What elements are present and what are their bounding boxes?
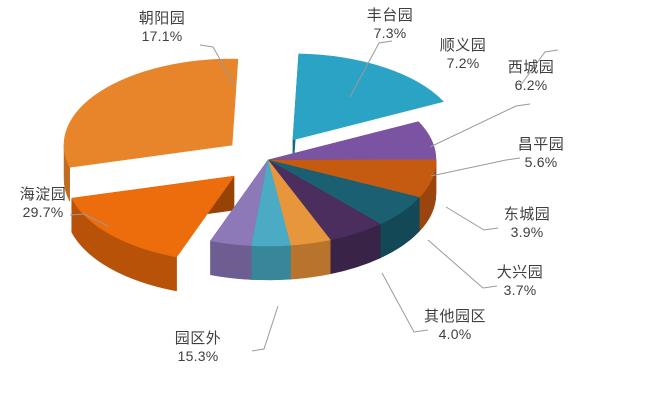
pie-label-chaoyang-name: 朝阳园 — [138, 10, 186, 27]
pie-label-chaoyang-value: 17.1% — [141, 28, 183, 45]
pie-slice-top[interactable] — [71, 175, 235, 258]
pie-label-shunyi-name: 顺义园 — [439, 37, 487, 54]
pie-label-daxing: 大兴园 3.7% — [470, 264, 570, 299]
pie-label-fengtai-value: 7.3% — [373, 25, 407, 42]
leader-line-yuanquwai — [251, 305, 279, 352]
pie-label-yuanquwai-value: 15.3% — [177, 348, 219, 365]
pie-slice-top[interactable] — [63, 58, 239, 168]
pie-label-dongcheng-value: 3.9% — [510, 224, 544, 241]
pie-label-fengtai: 丰台园 7.3% — [340, 7, 440, 42]
pie-label-xicheng-value: 6.2% — [514, 77, 548, 94]
leader-line-haidian — [69, 213, 109, 227]
leader-line-changping — [430, 157, 521, 177]
pie-label-yuanquwai: 园区外 15.3% — [143, 330, 253, 365]
pie-label-haidian-name: 海淀园 — [19, 186, 67, 203]
pie-slice[interactable] — [71, 175, 235, 292]
pie-label-changping-name: 昌平园 — [517, 136, 565, 153]
pie-slice[interactable] — [63, 58, 239, 202]
pie-label-dongcheng: 东城园 3.9% — [477, 206, 577, 241]
pie-label-yuanquwai-name: 园区外 — [174, 330, 222, 347]
pie-label-chaoyang: 朝阳园 17.1% — [107, 10, 217, 45]
pie-label-changping: 昌平园 5.6% — [491, 136, 591, 171]
pie-label-changping-value: 5.6% — [524, 154, 558, 171]
leader-line-qita — [381, 272, 429, 333]
pie-slice[interactable] — [251, 159, 291, 281]
leader-line-fengtai — [349, 40, 393, 98]
leader-line-shunyi — [519, 49, 559, 87]
pie-label-qita: 其他园区 4.0% — [400, 308, 510, 343]
pie-label-dongcheng-name: 东城园 — [503, 206, 551, 223]
pie-slice-rim — [251, 244, 291, 281]
pie-label-daxing-name: 大兴园 — [496, 264, 544, 281]
pie-label-xicheng-name: 西城园 — [507, 59, 555, 76]
pie-slices-group — [63, 53, 444, 292]
leader-line-xicheng — [429, 103, 531, 148]
pie-label-fengtai-name: 丰台园 — [366, 7, 414, 24]
pie-label-haidian-value: 29.7% — [22, 204, 64, 221]
pie-label-haidian: 海淀园 29.7% — [0, 186, 88, 221]
pie-label-shunyi: 顺义园 7.2% — [413, 37, 513, 72]
leader-line-daxing — [427, 239, 498, 289]
pie-label-qita-value: 4.0% — [438, 326, 472, 343]
pie-label-qita-name: 其他园区 — [423, 308, 486, 325]
pie-slice[interactable] — [292, 53, 444, 174]
pie-label-daxing-value: 3.7% — [503, 282, 537, 299]
pie-slice[interactable] — [210, 159, 269, 280]
pie-label-xicheng: 西城园 6.2% — [481, 59, 581, 94]
leader-lines-group — [69, 40, 559, 352]
leader-line-dongcheng — [445, 206, 499, 231]
leader-line-chaoyang — [199, 44, 236, 87]
pie-slice-top[interactable] — [292, 53, 444, 141]
pie-label-shunyi-value: 7.2% — [446, 55, 480, 72]
pie-slice-rim — [290, 239, 331, 280]
pie-slice-rim — [210, 240, 252, 280]
pie-slice-top[interactable] — [251, 159, 291, 247]
